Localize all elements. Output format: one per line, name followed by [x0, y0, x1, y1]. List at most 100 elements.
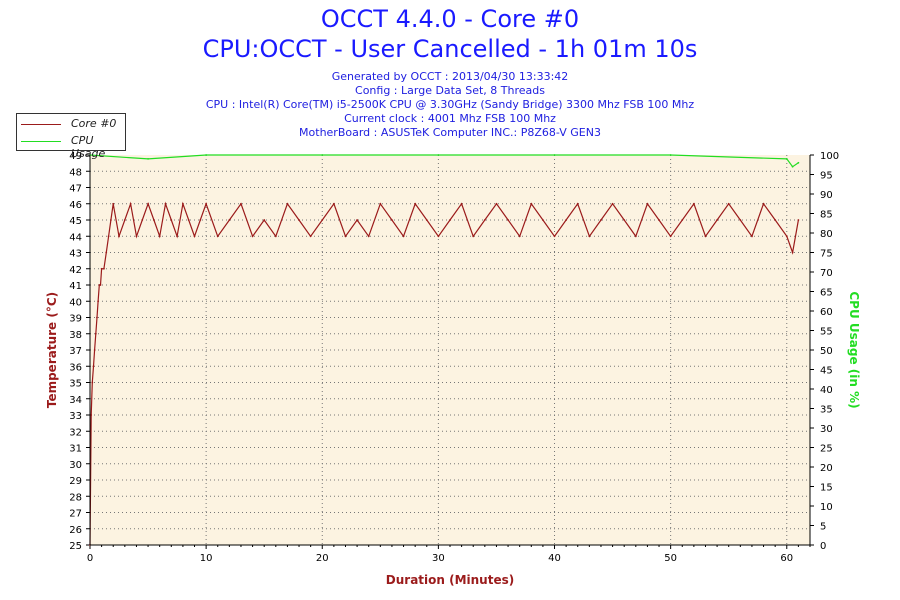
data-point-core0	[100, 267, 103, 270]
data-point-core0	[576, 202, 579, 205]
series-line-cpu-usage	[89, 154, 799, 168]
data-point-cpu-usage	[147, 158, 149, 160]
y-tick-label: 46	[69, 200, 82, 211]
x-axis-title: Duration (Minutes)	[386, 573, 514, 587]
y-tick-label: 48	[69, 167, 82, 178]
data-point-cpu-usage	[205, 154, 208, 156]
y2-tick-label: 60	[820, 307, 833, 318]
data-point-core0	[483, 219, 486, 221]
data-point-core0	[228, 219, 231, 221]
data-point-core0	[91, 381, 94, 384]
y2-tick-label: 75	[820, 249, 833, 260]
x-tick-label: 50	[664, 553, 677, 564]
data-point-core0	[251, 235, 254, 238]
data-point-core0	[164, 202, 167, 205]
legend-label-core0: Core #0	[71, 117, 117, 130]
data-point-core0	[437, 235, 440, 238]
y2-tick-label: 80	[820, 229, 833, 240]
data-point-core0	[309, 235, 312, 238]
data-point-core0	[588, 235, 591, 238]
data-point-core0	[110, 219, 112, 221]
data-point-cpu-usage	[785, 158, 788, 160]
data-point-core0	[634, 235, 637, 238]
x-tick-label: 60	[780, 553, 793, 564]
y-tick-label: 37	[69, 346, 82, 357]
y2-tick-label: 40	[820, 385, 833, 396]
y2-tick-label: 10	[820, 502, 833, 513]
y2-tick-label: 45	[820, 366, 833, 377]
data-point-core0	[669, 235, 672, 238]
data-point-core0	[123, 219, 126, 221]
y2-tick-label: 70	[820, 268, 833, 279]
data-point-core0	[623, 219, 626, 221]
x-tick-label: 40	[548, 553, 561, 564]
data-point-core0	[263, 219, 266, 221]
data-point-core0	[90, 414, 93, 416]
y-tick-label: 27	[69, 509, 82, 520]
data-point-core0	[774, 219, 777, 221]
y-tick-label: 34	[69, 395, 82, 406]
data-point-core0	[785, 235, 788, 238]
data-point-core0	[193, 235, 196, 238]
y2-tick-label: 0	[820, 541, 826, 552]
data-point-core0	[716, 219, 718, 221]
y2-tick-label: 35	[820, 405, 833, 416]
data-point-core0	[379, 202, 382, 205]
data-point-core0	[553, 235, 556, 238]
data-point-core0	[739, 219, 742, 221]
series-line-core0	[89, 201, 799, 546]
data-point-core0	[692, 202, 695, 205]
y2-tick-label: 100	[820, 151, 839, 162]
y-tick-label: 42	[69, 265, 82, 276]
y-tick-label: 30	[69, 460, 82, 471]
y-tick-label: 41	[69, 281, 82, 292]
data-point-core0	[105, 251, 108, 254]
legend-swatch-core0	[21, 124, 61, 125]
data-point-core0	[205, 202, 208, 205]
data-point-core0	[112, 202, 115, 205]
y-tick-label: 45	[69, 216, 82, 227]
chart-title: OCCT 4.4.0 - Core #0	[320, 5, 580, 33]
data-point-cpu-usage	[553, 154, 556, 156]
y2-tick-label: 90	[820, 190, 833, 201]
data-point-core0	[472, 235, 475, 238]
y-tick-label: 36	[69, 362, 82, 373]
data-point-core0	[274, 235, 277, 238]
y-tick-label: 39	[69, 314, 82, 325]
data-point-core0	[286, 202, 289, 205]
data-point-core0	[356, 219, 358, 221]
x-tick-label: 10	[200, 553, 213, 564]
data-point-core0	[199, 219, 202, 221]
data-point-core0	[170, 219, 173, 221]
y2-tick-label: 50	[820, 346, 833, 357]
y-tick-label: 28	[69, 492, 82, 503]
data-point-core0	[344, 235, 347, 238]
data-point-core0	[152, 219, 155, 221]
data-point-core0	[542, 219, 544, 221]
data-point-core0	[402, 235, 405, 238]
y-tick-label: 35	[69, 379, 82, 390]
data-point-core0	[99, 284, 102, 286]
y-axis-title: Temperature (°C)	[45, 292, 59, 408]
data-point-core0	[182, 202, 184, 205]
data-point-core0	[298, 219, 300, 221]
data-point-cpu-usage	[791, 165, 794, 168]
data-point-core0	[93, 349, 96, 351]
data-point-cpu-usage	[437, 154, 440, 156]
y2-tick-label: 95	[820, 171, 833, 182]
data-point-core0	[135, 235, 138, 238]
data-point-core0	[704, 235, 707, 238]
data-point-core0	[611, 202, 614, 205]
y-tick-label: 43	[69, 249, 82, 260]
y-tick-label: 38	[69, 330, 82, 341]
data-point-core0	[97, 300, 100, 303]
data-point-core0	[332, 202, 335, 205]
data-point-core0	[94, 332, 97, 335]
legend: Core #0 CPU Usage	[16, 113, 126, 160]
data-point-core0	[565, 219, 568, 221]
y-tick-label: 33	[69, 411, 82, 422]
data-point-core0	[495, 202, 498, 205]
data-point-core0	[141, 219, 144, 221]
y-tick-label: 32	[69, 427, 82, 438]
